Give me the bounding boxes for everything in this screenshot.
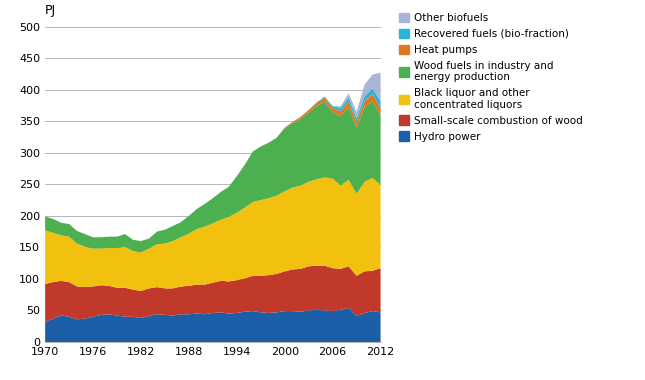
- Legend: Other biofuels, Recovered fuels (bio-fraction), Heat pumps, Wood fuels in indust: Other biofuels, Recovered fuels (bio-fra…: [399, 13, 583, 141]
- Text: PJ: PJ: [45, 4, 56, 17]
